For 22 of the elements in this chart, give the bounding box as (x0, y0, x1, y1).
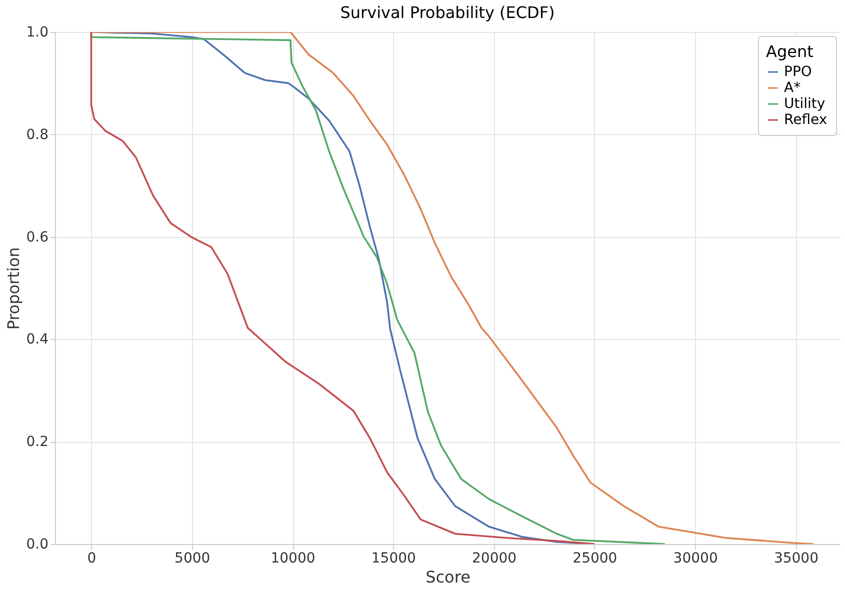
x-tick-label: 15000 (371, 550, 416, 566)
y-tick-label: 1.0 (26, 24, 48, 40)
x-tick-label: 35000 (774, 550, 818, 566)
legend-label: PPO (784, 64, 812, 80)
x-tick-label: 20000 (472, 550, 517, 566)
x-axis-title: Score (426, 568, 470, 586)
chart-title: Survival Probability (ECDF) (340, 3, 555, 22)
x-tick-label: 10000 (270, 550, 316, 566)
y-tick-label: 0.6 (26, 229, 49, 246)
x-tick-label: 0 (87, 550, 96, 566)
x-tick-label: 5000 (174, 550, 210, 566)
legend-label: A* (784, 80, 801, 96)
y-axis-title: Proportion (4, 247, 24, 330)
y-tick-label: 0.2 (26, 434, 48, 450)
legend-label: Utility (784, 96, 826, 112)
x-tick-label: 30000 (673, 550, 718, 566)
legend-title: Agent (766, 42, 814, 61)
y-tick-label: 0.0 (26, 536, 48, 552)
legend-label: Reflex (784, 112, 828, 128)
y-tick-label: 0.8 (26, 126, 48, 143)
y-tick-label: 0.4 (26, 332, 49, 348)
x-tick-label: 25000 (572, 550, 618, 566)
